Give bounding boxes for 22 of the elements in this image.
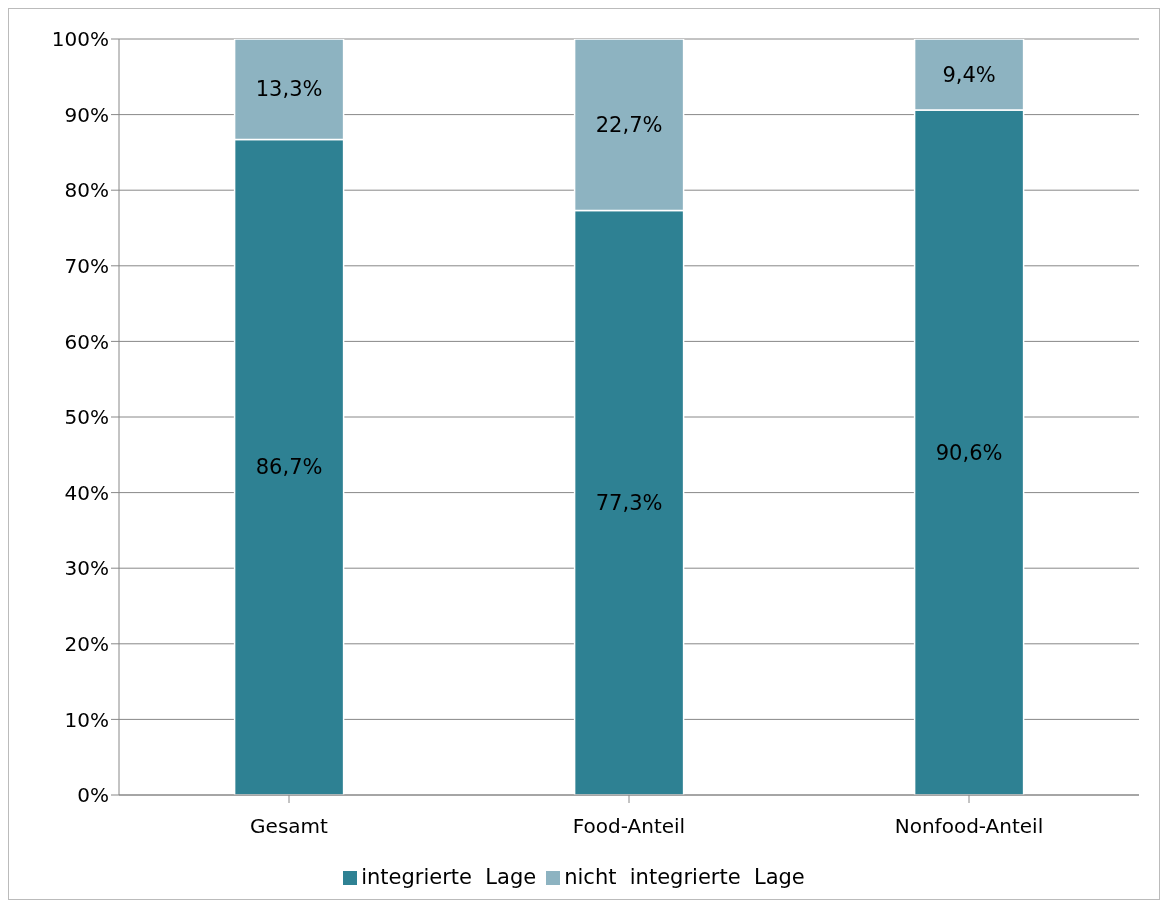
- data-label: 86,7%: [255, 455, 323, 480]
- legend-label: nicht integrierte Lage: [564, 865, 805, 889]
- x-tick-label: Food-Anteil: [572, 814, 686, 839]
- data-label: 9,4%: [942, 62, 996, 87]
- x-tick-label: Gesamt: [250, 814, 329, 839]
- y-tick-label: 100%: [51, 27, 109, 52]
- y-tick-label: 60%: [64, 329, 109, 354]
- data-label: 77,3%: [595, 490, 663, 515]
- data-label: 13,3%: [255, 77, 323, 102]
- data-label: 90,6%: [935, 440, 1003, 465]
- y-tick-label: 30%: [64, 556, 109, 581]
- y-tick-label: 90%: [64, 102, 109, 127]
- y-tick-label: 0%: [77, 783, 109, 808]
- x-tick-label: Nonfood-Anteil: [894, 814, 1044, 839]
- y-tick-label: 40%: [64, 480, 109, 505]
- y-tick-label: 80%: [64, 178, 109, 203]
- y-tick-label: 20%: [64, 631, 109, 656]
- data-label: 22,7%: [595, 112, 663, 137]
- y-tick-label: 10%: [64, 707, 109, 732]
- y-tick-label: 70%: [64, 253, 109, 278]
- legend-label: integrierte Lage: [361, 865, 537, 889]
- y-tick-label: 50%: [64, 405, 109, 430]
